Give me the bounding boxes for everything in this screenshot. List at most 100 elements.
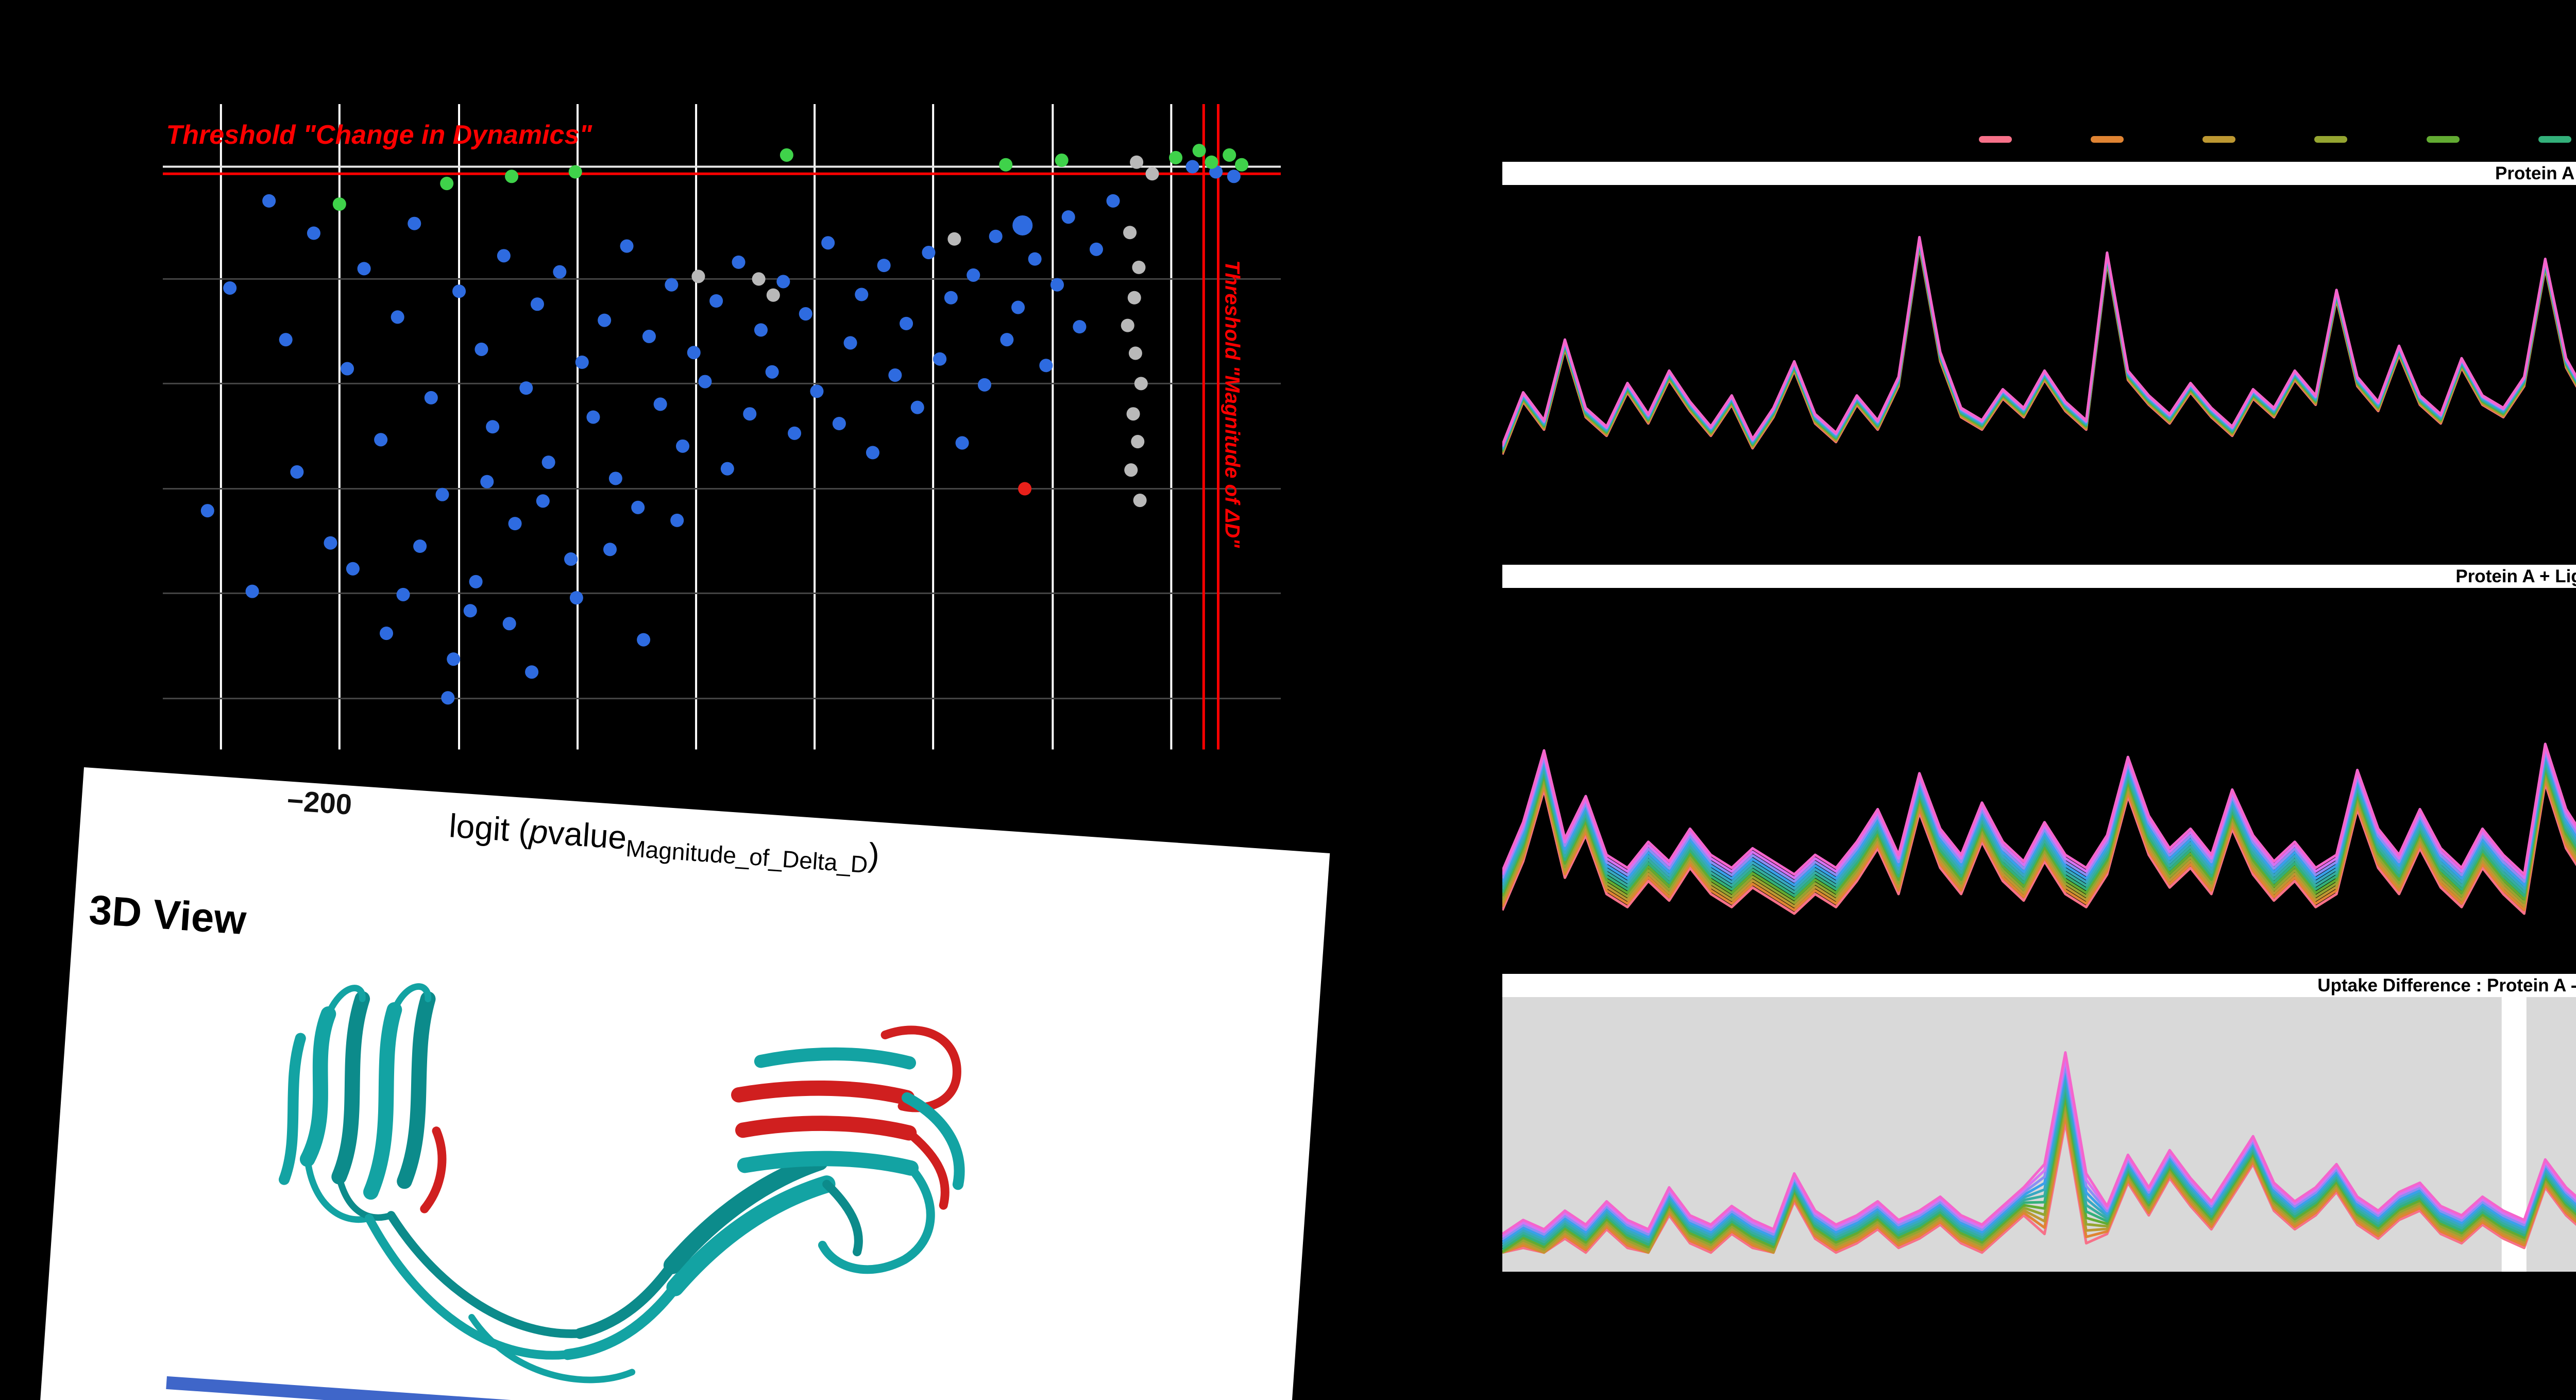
volcano-plot-area[interactable] [163, 104, 1281, 750]
uptake-difference-chart-svg[interactable] [1502, 997, 2576, 1272]
scatter-point[interactable] [843, 336, 857, 350]
scatter-point[interactable] [1073, 320, 1087, 334]
scatter-point[interactable] [541, 456, 555, 469]
scatter-point[interactable] [569, 591, 584, 605]
protein-3d-canvas[interactable] [204, 924, 1108, 1400]
scatter-point[interactable] [709, 294, 723, 308]
scatter-point[interactable] [620, 239, 634, 253]
scatter-point[interactable] [691, 269, 705, 283]
scatter-point[interactable] [766, 289, 780, 302]
scatter-point[interactable] [380, 627, 394, 640]
scatter-point[interactable] [1090, 243, 1104, 257]
scatter-point[interactable] [698, 375, 712, 389]
scatter-point[interactable] [637, 633, 651, 647]
uptake-chart-protein-a-ligand[interactable] [1502, 588, 2576, 973]
scatter-point[interactable] [900, 317, 913, 331]
scatter-point[interactable] [665, 278, 679, 292]
scatter-point[interactable] [687, 346, 701, 360]
scatter-point[interactable] [1123, 226, 1137, 240]
scatter-point[interactable] [603, 543, 617, 556]
scatter-point[interactable] [568, 165, 582, 179]
scatter-point[interactable] [346, 562, 360, 576]
scatter-point[interactable] [832, 417, 846, 431]
scatter-point[interactable] [480, 475, 494, 489]
scatter-point[interactable] [374, 433, 388, 447]
scatter-point[interactable] [653, 397, 667, 411]
legend-dash[interactable] [2538, 136, 2571, 143]
scatter-point[interactable] [788, 427, 802, 441]
scatter-point[interactable] [779, 148, 793, 162]
scatter-point[interactable] [1127, 291, 1141, 305]
scatter-point[interactable] [1061, 210, 1075, 224]
scatter-point[interactable] [391, 310, 404, 324]
scatter-point[interactable] [598, 313, 612, 328]
scatter-point[interactable] [324, 536, 337, 550]
scatter-point[interactable] [262, 194, 276, 208]
scatter-point[interactable] [743, 407, 757, 421]
scatter-point[interactable] [1169, 151, 1183, 165]
scatter-point[interactable] [631, 501, 645, 515]
volcano-plot-svg[interactable] [163, 104, 1281, 750]
scatter-point[interactable] [332, 197, 346, 211]
scatter-point[interactable] [1121, 318, 1134, 333]
scatter-point[interactable] [1011, 300, 1025, 314]
scatter-point[interactable] [1205, 156, 1218, 170]
scatter-point[interactable] [1126, 407, 1140, 421]
scatter-point[interactable] [608, 471, 622, 485]
legend-dash[interactable] [2426, 136, 2460, 143]
scatter-point[interactable] [855, 288, 869, 301]
scatter-point[interactable] [642, 330, 656, 344]
legend-dash[interactable] [1979, 136, 2012, 143]
scatter-point[interactable] [765, 365, 779, 379]
scatter-point[interactable] [1185, 160, 1199, 174]
uptake-chart-protein-a[interactable] [1502, 185, 2576, 552]
scatter-point[interactable] [922, 246, 936, 260]
scatter-point[interactable] [877, 259, 891, 273]
legend-dash[interactable] [2314, 136, 2348, 143]
scatter-point[interactable] [933, 352, 947, 366]
scatter-point[interactable] [999, 158, 1013, 172]
scatter-point[interactable] [307, 226, 321, 240]
scatter-point[interactable] [1055, 154, 1069, 167]
scatter-point[interactable] [341, 362, 354, 376]
scatter-point[interactable] [357, 262, 371, 276]
uptake-chart-svg-protein-a-ligand[interactable] [1502, 588, 2576, 973]
scatter-point[interactable] [290, 465, 304, 479]
scatter-point[interactable] [564, 552, 578, 566]
scatter-point[interactable] [223, 281, 237, 295]
scatter-point[interactable] [1130, 156, 1144, 170]
scatter-point[interactable] [575, 356, 589, 369]
scatter-point[interactable] [469, 575, 483, 589]
scatter-point[interactable] [1227, 170, 1241, 183]
scatter-point[interactable] [553, 265, 567, 279]
uptake-chart-svg-protein-a[interactable] [1502, 185, 2576, 552]
scatter-point[interactable] [452, 284, 466, 298]
scatter-point[interactable] [978, 378, 992, 392]
scatter-point[interactable] [505, 170, 519, 183]
scatter-point[interactable] [396, 588, 410, 602]
scatter-point[interactable] [670, 514, 684, 528]
scatter-point[interactable] [967, 268, 980, 282]
scatter-point[interactable] [1192, 144, 1206, 158]
scatter-point[interactable] [413, 539, 427, 553]
scatter-point[interactable] [1050, 278, 1064, 292]
scatter-point[interactable] [810, 384, 824, 398]
scatter-point[interactable] [245, 585, 259, 599]
scatter-point[interactable] [486, 420, 500, 434]
legend-dash[interactable] [2091, 136, 2124, 143]
scatter-point[interactable] [1132, 261, 1146, 275]
scatter-point[interactable] [536, 494, 550, 508]
scatter-point[interactable] [1131, 435, 1145, 449]
scatter-point[interactable] [1128, 346, 1143, 360]
scatter-point[interactable] [754, 323, 768, 337]
scatter-point[interactable] [910, 401, 924, 415]
scatter-point[interactable] [447, 652, 461, 666]
scatter-point[interactable] [531, 297, 545, 311]
scatter-point[interactable] [1106, 194, 1120, 208]
scatter-point[interactable] [1028, 252, 1042, 266]
scatter-point[interactable] [947, 232, 961, 246]
scatter-point[interactable] [1000, 333, 1014, 347]
scatter-point[interactable] [866, 446, 880, 460]
scatter-point[interactable] [1134, 377, 1148, 391]
scatter-point[interactable] [1133, 494, 1147, 508]
